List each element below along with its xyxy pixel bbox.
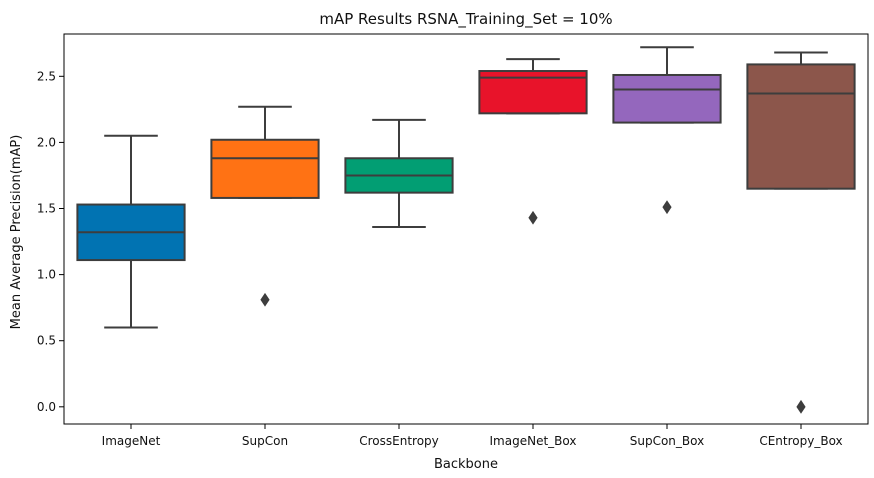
y-tick-label: 2.5 — [37, 69, 56, 83]
plot-frame — [63, 33, 869, 425]
x-tick-label: ImageNet_Box — [490, 434, 577, 448]
outlier-point — [796, 399, 806, 414]
y-tick-label: 0.5 — [37, 334, 56, 348]
box-centropy-box — [746, 63, 856, 190]
x-tick-label: SupCon_Box — [630, 434, 704, 448]
x-tick-label: CEntropy_Box — [759, 434, 842, 448]
y-tick-label: 2.0 — [37, 135, 56, 149]
outlier-point — [260, 292, 270, 307]
y-tick-label: 0.0 — [37, 400, 56, 414]
plot-area: 0.0 0.5 1.0 1.5 2.0 2.5 ImageNet SupCon CrossEnt… — [37, 33, 869, 448]
x-tick-label: SupCon — [242, 434, 288, 448]
x-tick-label: CrossEntropy — [359, 434, 439, 448]
x-tick-label: ImageNet — [102, 434, 161, 448]
outlier-point — [528, 210, 538, 225]
box-supcon — [210, 138, 320, 199]
y-tick-label: 1.5 — [37, 202, 56, 216]
x-axis-label: Backbone — [434, 457, 498, 472]
chart-title: mAP Results RSNA_Training_Set = 10% — [319, 10, 612, 29]
y-axis-label: Mean Average Precision(mAP) — [9, 135, 24, 330]
box-supcon-box — [612, 73, 722, 124]
outlier-point — [662, 200, 672, 215]
y-tick-label: 1.0 — [37, 268, 56, 282]
